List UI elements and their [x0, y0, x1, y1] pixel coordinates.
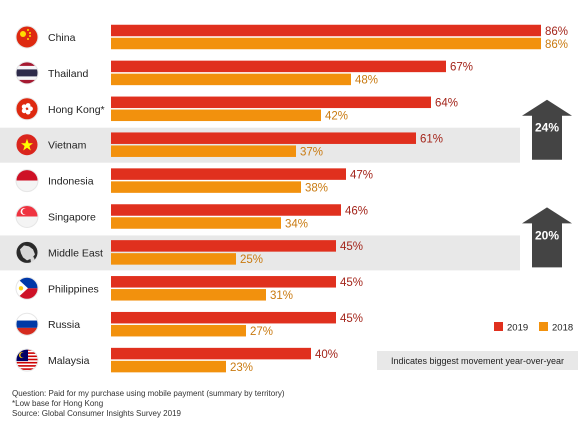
bar-2018-middle-east: [111, 253, 236, 265]
movement-badge-label: 24%: [535, 121, 559, 135]
flag-malaysia-icon: [15, 348, 39, 372]
footnote-source: Source: Global Consumer Insights Survey …: [12, 409, 181, 418]
category-label-russia: Russia: [48, 319, 80, 331]
bar-2018-hong-kong: [111, 109, 321, 122]
legend-label-2019: 2019: [507, 323, 528, 334]
value-label-2018-middle-east: 25%: [240, 254, 263, 266]
flag-philippines-icon: [15, 276, 39, 300]
annotation-box: [377, 351, 578, 370]
category-label-philippines: Philippines: [48, 283, 99, 295]
flag-vietnam-icon: [15, 133, 39, 157]
bar-2019-indonesia: [111, 168, 346, 180]
bar-chart: China 86%86% Thailand 67% 48% Hong Kong* 64% 42…: [0, 24, 578, 374]
flag-singapore-icon: [15, 205, 39, 228]
footnote-low-base: *Low base for Hong Kong: [12, 399, 104, 408]
category-label-malaysia: Malaysia: [48, 355, 90, 367]
category-label-hong-kong: Hong Kong*: [48, 104, 105, 116]
value-label-2019-china: 86%: [545, 26, 568, 38]
value-label-2018-malaysia: 23%: [230, 362, 253, 374]
middle-east-map-icon: [15, 240, 39, 264]
bar-2019-russia: [111, 311, 336, 324]
footnote-question: Question: Paid for my purchase using mob…: [12, 389, 285, 398]
value-label-2019-vietnam: 61%: [420, 133, 443, 145]
bar-2018-vietnam: [111, 145, 296, 157]
bar-2019-middle-east: [111, 240, 336, 252]
value-label-2019-indonesia: 47%: [350, 169, 373, 181]
category-label-china: China: [48, 32, 76, 44]
value-label-2019-thailand: 67%: [450, 62, 473, 74]
value-label-2019-russia: 45%: [340, 313, 363, 325]
value-label-2018-hong-kong: 42%: [325, 111, 348, 123]
flag-thailand-icon: [15, 61, 39, 85]
value-label-2018-indonesia: 38%: [305, 182, 328, 194]
value-label-2019-philippines: 45%: [340, 277, 363, 289]
legend-swatch-2018: [539, 322, 548, 331]
bar-2019-thailand: [111, 60, 446, 73]
category-label-vietnam: Vietnam: [48, 140, 87, 152]
flag-hong-kong-icon: [15, 97, 39, 121]
bar-2018-singapore: [111, 217, 281, 229]
value-label-2019-singapore: 46%: [345, 205, 368, 217]
flag-russia-icon: [15, 312, 39, 336]
legend-label-2018: 2018: [552, 323, 573, 334]
movement-badge-label: 20%: [535, 228, 559, 242]
movement-arrow-icon: [522, 207, 572, 268]
movement-arrow-icon: [522, 99, 572, 160]
annotation-text: Indicates biggest movement year-over-yea…: [391, 356, 564, 366]
category-label-indonesia: Indonesia: [48, 176, 94, 188]
legend-swatch-2019: [494, 322, 503, 331]
bar-2019-malaysia: [111, 347, 311, 360]
bar-2019-singapore: [111, 204, 341, 216]
category-label-middle-east: Middle East: [48, 247, 103, 259]
value-label-2018-vietnam: 37%: [300, 146, 323, 158]
value-label-2018-china: 86%: [545, 39, 568, 51]
bar-2018-philippines: [111, 289, 266, 301]
bar-2019-hong-kong: [111, 96, 431, 109]
bar-2019-vietnam: [111, 132, 416, 144]
bar-2018-china: [111, 37, 541, 50]
value-label-2018-philippines: 31%: [270, 290, 293, 302]
bar-2018-russia: [111, 324, 246, 337]
category-label-thailand: Thailand: [48, 68, 88, 80]
bar-2018-indonesia: [111, 181, 301, 193]
bar-2019-philippines: [111, 276, 336, 288]
flag-china-icon: [15, 25, 39, 49]
bar-2018-malaysia: [111, 360, 226, 373]
flag-indonesia-icon: [15, 169, 39, 193]
value-label-2018-thailand: 48%: [355, 75, 378, 87]
category-label-singapore: Singapore: [48, 212, 96, 224]
bar-2019-china: [111, 24, 541, 37]
value-label-2019-hong-kong: 64%: [435, 98, 458, 110]
value-label-2018-russia: 27%: [250, 326, 273, 338]
value-label-2019-middle-east: 45%: [340, 241, 363, 253]
value-label-2018-singapore: 34%: [285, 218, 308, 230]
value-label-2019-malaysia: 40%: [315, 349, 338, 361]
bar-2018-thailand: [111, 73, 351, 86]
